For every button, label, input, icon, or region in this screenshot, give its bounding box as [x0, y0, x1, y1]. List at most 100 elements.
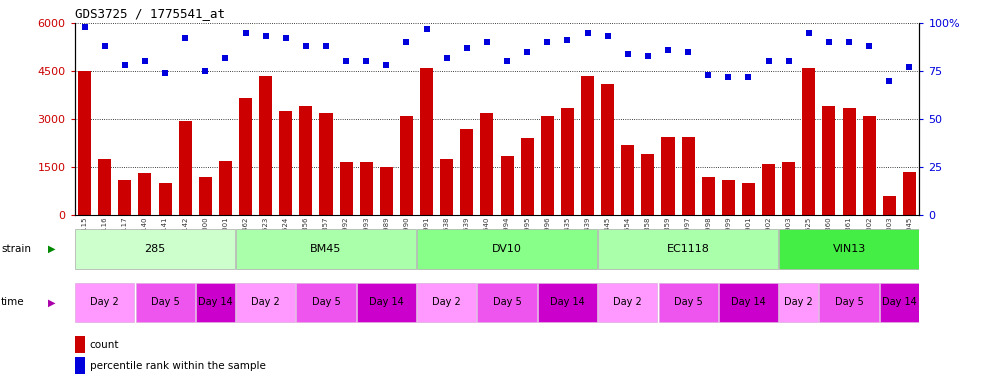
- Point: [760, 58, 776, 65]
- Text: count: count: [89, 339, 119, 350]
- Bar: [719, 283, 778, 322]
- Point: [399, 39, 414, 45]
- Bar: [319, 113, 333, 215]
- Text: Day 5: Day 5: [835, 297, 864, 308]
- Text: Day 14: Day 14: [550, 297, 584, 308]
- Bar: [480, 113, 493, 215]
- Bar: [75, 357, 84, 374]
- Bar: [196, 283, 235, 322]
- Text: Day 14: Day 14: [731, 297, 765, 308]
- Bar: [79, 71, 91, 215]
- Bar: [179, 121, 192, 215]
- Point: [882, 78, 898, 84]
- Point: [418, 26, 434, 32]
- Bar: [822, 106, 836, 215]
- Bar: [417, 229, 597, 268]
- Bar: [299, 106, 312, 215]
- Text: Day 2: Day 2: [90, 297, 119, 308]
- Point: [318, 43, 334, 49]
- Point: [198, 68, 214, 74]
- Point: [459, 45, 475, 51]
- Bar: [237, 229, 415, 268]
- Bar: [661, 137, 675, 215]
- Text: Day 2: Day 2: [432, 297, 461, 308]
- Text: 285: 285: [144, 243, 166, 254]
- Text: VIN13: VIN13: [832, 243, 866, 254]
- Bar: [843, 108, 856, 215]
- Bar: [76, 283, 134, 322]
- Point: [438, 55, 454, 61]
- Bar: [440, 159, 453, 215]
- Bar: [521, 138, 534, 215]
- Point: [540, 39, 556, 45]
- Text: BM45: BM45: [310, 243, 342, 254]
- Point: [278, 35, 294, 41]
- Bar: [819, 283, 879, 322]
- Bar: [199, 177, 212, 215]
- Bar: [538, 283, 597, 322]
- Text: strain: strain: [1, 243, 31, 254]
- Bar: [702, 177, 715, 215]
- Bar: [742, 183, 755, 215]
- Text: Day 2: Day 2: [784, 297, 813, 308]
- Text: Day 5: Day 5: [312, 297, 340, 308]
- Bar: [561, 108, 574, 215]
- Point: [177, 35, 193, 41]
- Point: [137, 58, 153, 65]
- Bar: [158, 183, 172, 215]
- Point: [660, 47, 676, 53]
- Bar: [239, 98, 252, 215]
- Bar: [460, 129, 473, 215]
- Point: [721, 74, 737, 80]
- Text: Day 5: Day 5: [674, 297, 703, 308]
- Bar: [779, 283, 818, 322]
- Text: ▶: ▶: [48, 297, 56, 308]
- Bar: [903, 172, 915, 215]
- Point: [902, 64, 917, 70]
- Text: Day 14: Day 14: [882, 297, 916, 308]
- Point: [599, 33, 615, 40]
- Text: Day 14: Day 14: [198, 297, 233, 308]
- Bar: [357, 283, 415, 322]
- Text: percentile rank within the sample: percentile rank within the sample: [89, 361, 265, 371]
- Text: time: time: [1, 297, 25, 308]
- Bar: [598, 283, 657, 322]
- Point: [257, 33, 273, 40]
- Text: EC1118: EC1118: [667, 243, 710, 254]
- Bar: [98, 159, 111, 215]
- Point: [218, 55, 234, 61]
- Bar: [863, 116, 876, 215]
- Bar: [237, 283, 295, 322]
- Bar: [477, 283, 537, 322]
- Text: GDS3725 / 1775541_at: GDS3725 / 1775541_at: [75, 7, 225, 20]
- Text: Day 2: Day 2: [613, 297, 642, 308]
- Bar: [380, 167, 393, 215]
- Point: [298, 43, 314, 49]
- Bar: [76, 229, 235, 268]
- Bar: [779, 229, 918, 268]
- Bar: [360, 162, 373, 215]
- Point: [560, 37, 576, 43]
- Bar: [417, 283, 476, 322]
- Point: [680, 49, 696, 55]
- Point: [620, 51, 636, 57]
- Bar: [580, 76, 594, 215]
- Bar: [641, 154, 654, 215]
- Point: [519, 49, 535, 55]
- Bar: [598, 229, 778, 268]
- Text: Day 2: Day 2: [251, 297, 280, 308]
- Bar: [621, 145, 634, 215]
- Bar: [601, 84, 614, 215]
- Point: [379, 62, 395, 68]
- Point: [358, 58, 374, 65]
- Bar: [762, 164, 775, 215]
- Bar: [279, 111, 292, 215]
- Bar: [880, 283, 918, 322]
- Bar: [420, 68, 433, 215]
- Text: Day 5: Day 5: [493, 297, 522, 308]
- Point: [238, 30, 253, 36]
- Bar: [883, 196, 896, 215]
- Point: [821, 39, 837, 45]
- Bar: [135, 283, 195, 322]
- Bar: [659, 283, 718, 322]
